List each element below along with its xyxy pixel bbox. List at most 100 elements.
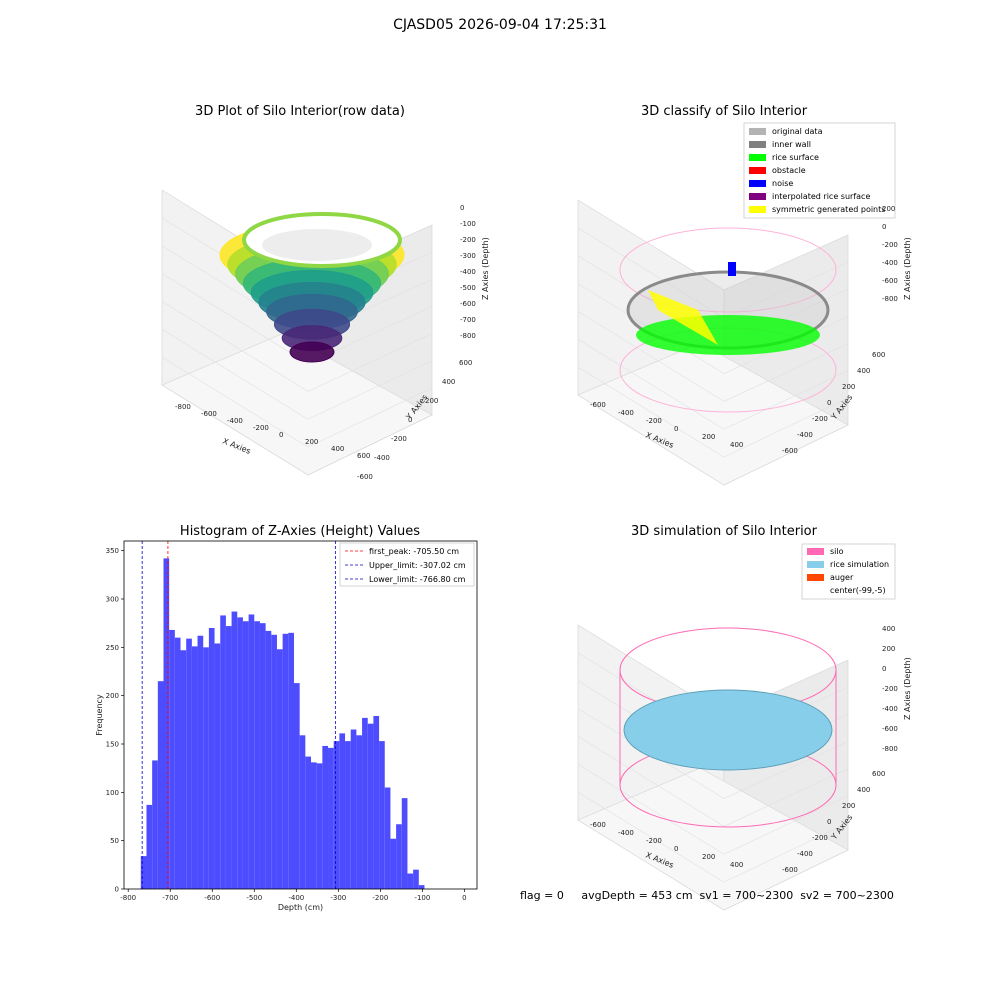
grid-line — [577, 339, 725, 430]
plot3-ylabel: Frequency — [95, 694, 104, 736]
plot3-legend — [339, 542, 475, 587]
plot1-xtick: 200 — [305, 438, 318, 446]
axes-pane — [577, 767, 849, 911]
grid-line — [723, 397, 849, 458]
legend-swatch — [749, 128, 766, 135]
grid-line — [723, 795, 849, 855]
legend-label: interpolated rice surface — [772, 192, 870, 201]
plot1-ztick: -300 — [460, 252, 476, 260]
histogram-bar — [407, 873, 414, 889]
histogram-bar — [384, 787, 391, 889]
plot1-ytick: 200 — [425, 397, 438, 405]
histogram-bar — [328, 747, 334, 889]
histogram-bar — [293, 683, 300, 889]
plot4-ztick: -600 — [882, 725, 898, 733]
plot4-ztick: -800 — [882, 745, 898, 753]
plot4-xtick: 400 — [730, 861, 743, 869]
plot3-xtick: -600 — [204, 894, 220, 902]
plot2-ytick: 400 — [857, 367, 870, 375]
plot1-ztick: -800 — [460, 332, 476, 340]
plot1-ytick: -200 — [391, 435, 407, 443]
plot1-ytick: 0 — [408, 416, 412, 424]
plot4-xtick: -400 — [618, 829, 634, 837]
plot1-xtick: -800 — [175, 403, 191, 411]
grid-line — [723, 261, 849, 319]
plot3-ytick: 200 — [106, 692, 119, 700]
legend-swatch — [749, 193, 766, 200]
histogram-bar — [265, 630, 272, 889]
histogram-bar — [259, 623, 266, 889]
legend-label: Upper_limit: -307.02 cm — [369, 561, 466, 570]
plot2-ztick: -800 — [882, 295, 898, 303]
grid-line — [161, 273, 309, 364]
plot3-xtick: -200 — [372, 894, 388, 902]
grid-line — [577, 764, 725, 855]
histogram-bar — [373, 715, 380, 889]
histogram-bar — [214, 643, 221, 889]
histogram-bar — [379, 741, 385, 889]
rice-simulation-surface — [623, 689, 833, 771]
legend-label: obstacle — [772, 166, 806, 175]
grid-line — [577, 311, 725, 402]
histogram-bar — [225, 626, 232, 889]
plot1-ytick: 600 — [459, 359, 472, 367]
plot3-frame — [123, 540, 478, 890]
rice-surface-points — [636, 315, 820, 355]
plot1-xtick: 600 — [357, 452, 370, 460]
legend-label: Lower_limit: -766.80 cm — [369, 575, 466, 584]
plot2-ytick: -400 — [797, 431, 813, 439]
plot1-xtick: 400 — [331, 445, 344, 453]
grid-line — [723, 822, 849, 883]
histogram-bar — [152, 760, 158, 889]
plot2-xtick: 400 — [730, 441, 743, 449]
grid-line — [723, 741, 849, 799]
status-footer: flag = 0 avgDepth = 453 cm sv1 = 700~230… — [520, 889, 894, 902]
plot2-ztick: -600 — [882, 277, 898, 285]
plot2-ztick: -200 — [882, 241, 898, 249]
histogram-bar — [197, 635, 204, 889]
plot3-ytick: 0 — [115, 886, 119, 894]
histogram-bar — [203, 647, 209, 889]
grid-line — [161, 329, 309, 420]
cloud-ring — [289, 341, 335, 363]
plot2-title: 3D classify of Silo Interior — [640, 104, 808, 119]
plot2-ztick: -400 — [882, 259, 898, 267]
plot3-xtick: -100 — [414, 894, 430, 902]
histogram-bar — [186, 638, 192, 889]
histogram-bar — [276, 649, 283, 889]
histogram-bar — [237, 617, 243, 889]
histogram-bar — [248, 614, 255, 889]
plot3-bars — [140, 558, 425, 889]
legend-swatch — [749, 206, 766, 213]
histogram-bar — [191, 646, 198, 889]
plot1-ztick: -100 — [460, 220, 476, 228]
figure-title: CJASD05 2026-09-04 17:25:31 — [393, 17, 607, 33]
plot3-xtick: -300 — [330, 894, 346, 902]
plot1-ztick: -600 — [460, 300, 476, 308]
legend-swatch — [749, 141, 766, 148]
plot2-xtick: -400 — [618, 409, 634, 417]
plot4-ytick: -200 — [812, 834, 828, 842]
plot3-ytick: 250 — [106, 644, 119, 652]
plot4-ztick: 0 — [882, 665, 886, 673]
plot3-xtick: -400 — [288, 894, 304, 902]
plot3-ytick: 100 — [106, 789, 119, 797]
plot2-ytick: -200 — [812, 415, 828, 423]
histogram-bar — [288, 632, 294, 889]
axes-pane — [577, 342, 849, 486]
plot1-ytick: 400 — [442, 378, 455, 386]
cloud-inner — [262, 229, 372, 261]
histogram-bar — [350, 729, 357, 889]
histogram-bar — [254, 621, 260, 889]
histogram-bar — [362, 717, 368, 889]
histogram-bar — [208, 628, 215, 889]
histogram-bar — [333, 741, 340, 889]
histogram-bar — [305, 756, 312, 889]
histogram-bar — [339, 733, 346, 889]
plot4-ytick: -600 — [782, 866, 798, 874]
plot4-ytick: 200 — [842, 802, 855, 810]
plot2-ytick: 200 — [842, 383, 855, 391]
legend-swatch — [749, 167, 766, 174]
legend-swatch — [749, 180, 766, 187]
